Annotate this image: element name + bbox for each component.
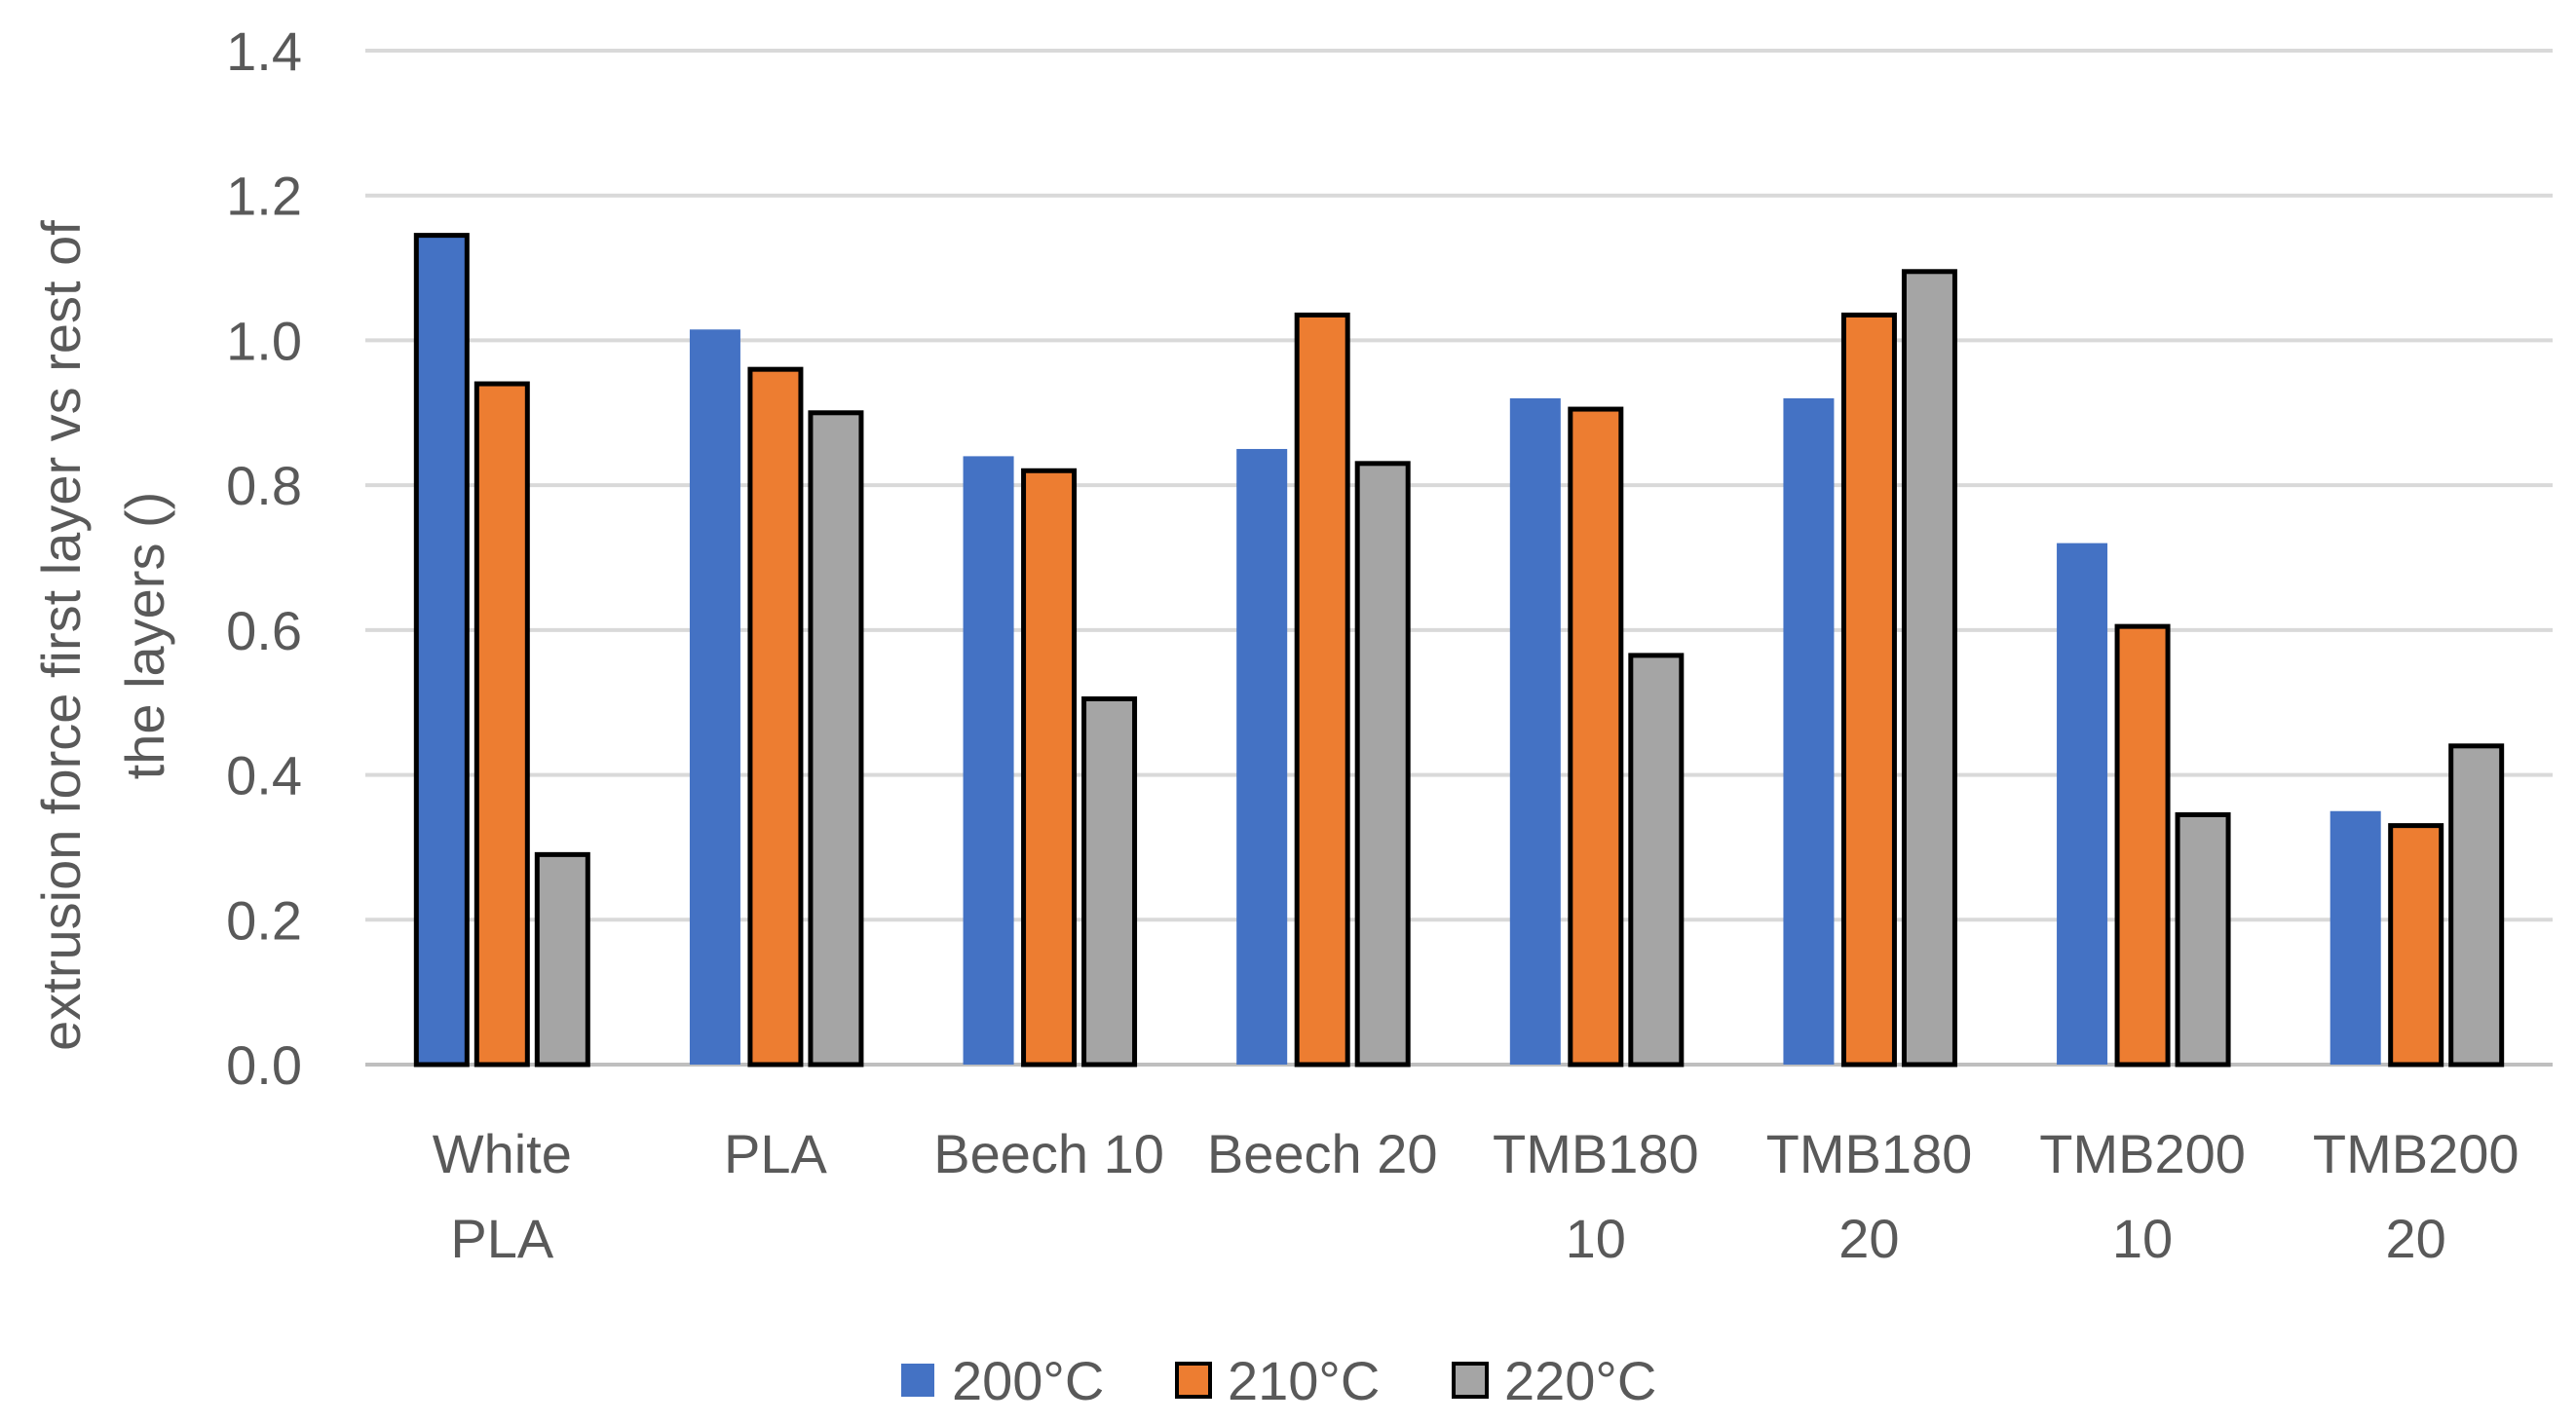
y-tick-label: 0.2 bbox=[226, 889, 302, 951]
bar-220C-6 bbox=[2175, 811, 2231, 1068]
legend-label: 210°C bbox=[1228, 1350, 1380, 1411]
bar-200C-7 bbox=[2330, 810, 2381, 1065]
bar-210C-4 bbox=[1568, 406, 1624, 1068]
bar-210C-3 bbox=[1294, 312, 1350, 1068]
y-axis-label: extrusion force first layer vs rest of th… bbox=[30, 220, 175, 1051]
bars bbox=[413, 233, 2505, 1068]
x-category-label: PLA bbox=[724, 1123, 827, 1184]
bar-210C-7 bbox=[2388, 823, 2444, 1068]
y-tick-label: 0.4 bbox=[226, 745, 302, 806]
bar-200C-1 bbox=[689, 329, 740, 1065]
x-category-label: PLA bbox=[450, 1208, 553, 1269]
x-category-label: Beech 20 bbox=[1207, 1123, 1438, 1184]
bar-220C-0 bbox=[534, 851, 590, 1068]
x-category-label: 20 bbox=[2386, 1208, 2446, 1269]
legend-swatch bbox=[1452, 1362, 1489, 1399]
legend-label: 200°C bbox=[952, 1350, 1104, 1411]
y-tick-label: 0.6 bbox=[226, 600, 302, 661]
legend-label: 220°C bbox=[1504, 1350, 1656, 1411]
x-category-label: TMB200 bbox=[2039, 1123, 2246, 1184]
bar-200C-2 bbox=[963, 456, 1014, 1065]
bar-220C-7 bbox=[2448, 743, 2505, 1068]
y-tick-label: 1.2 bbox=[226, 166, 302, 227]
bar-210C-0 bbox=[474, 381, 530, 1068]
y-axis-title: extrusion force first layer vs rest of bbox=[30, 220, 92, 1051]
bar-210C-5 bbox=[1840, 312, 1897, 1068]
y-tick-label: 1.4 bbox=[226, 20, 302, 82]
x-category-label: 10 bbox=[1566, 1208, 1626, 1269]
bar-220C-4 bbox=[1628, 653, 1685, 1068]
x-category-label: White bbox=[433, 1123, 572, 1184]
bar-210C-1 bbox=[747, 366, 804, 1068]
bar-200C-5 bbox=[1783, 397, 1835, 1065]
x-category-label: 20 bbox=[1838, 1208, 1899, 1269]
y-tick-label: 0.8 bbox=[226, 455, 302, 516]
y-axis-title: the layers () bbox=[114, 492, 175, 780]
y-tick-label: 0.0 bbox=[226, 1034, 302, 1096]
y-axis-ticks: 0.0 0.2 0.4 0.6 0.8 1.0 1.2 1.4 bbox=[226, 20, 302, 1096]
bar-220C-1 bbox=[808, 410, 864, 1068]
x-axis-categories: White PLA PLA Beech 10 Beech 20 TMB180 10 TMB18… bbox=[433, 1123, 2519, 1269]
y-tick-label: 1.0 bbox=[226, 310, 302, 371]
x-category-label: 10 bbox=[2112, 1208, 2173, 1269]
bar-200C-4 bbox=[1509, 397, 1561, 1065]
x-category-label: TMB200 bbox=[2313, 1123, 2519, 1184]
bar-210C-6 bbox=[2114, 623, 2171, 1068]
x-category-label: Beech 10 bbox=[933, 1123, 1164, 1184]
bar-220C-5 bbox=[1901, 269, 1957, 1068]
bar-220C-3 bbox=[1354, 461, 1411, 1068]
bar-200C-0 bbox=[413, 233, 470, 1068]
bar-200C-6 bbox=[2057, 543, 2108, 1065]
bar-210C-2 bbox=[1021, 468, 1078, 1068]
x-category-label: TMB180 bbox=[1766, 1123, 1973, 1184]
bar-220C-2 bbox=[1081, 695, 1138, 1068]
bar-200C-3 bbox=[1236, 448, 1288, 1065]
legend-swatch bbox=[901, 1364, 934, 1397]
x-category-label: TMB180 bbox=[1493, 1123, 1699, 1184]
legend-swatch bbox=[1175, 1362, 1212, 1399]
legend: 200°C 210°C 220°C bbox=[901, 1350, 1656, 1411]
